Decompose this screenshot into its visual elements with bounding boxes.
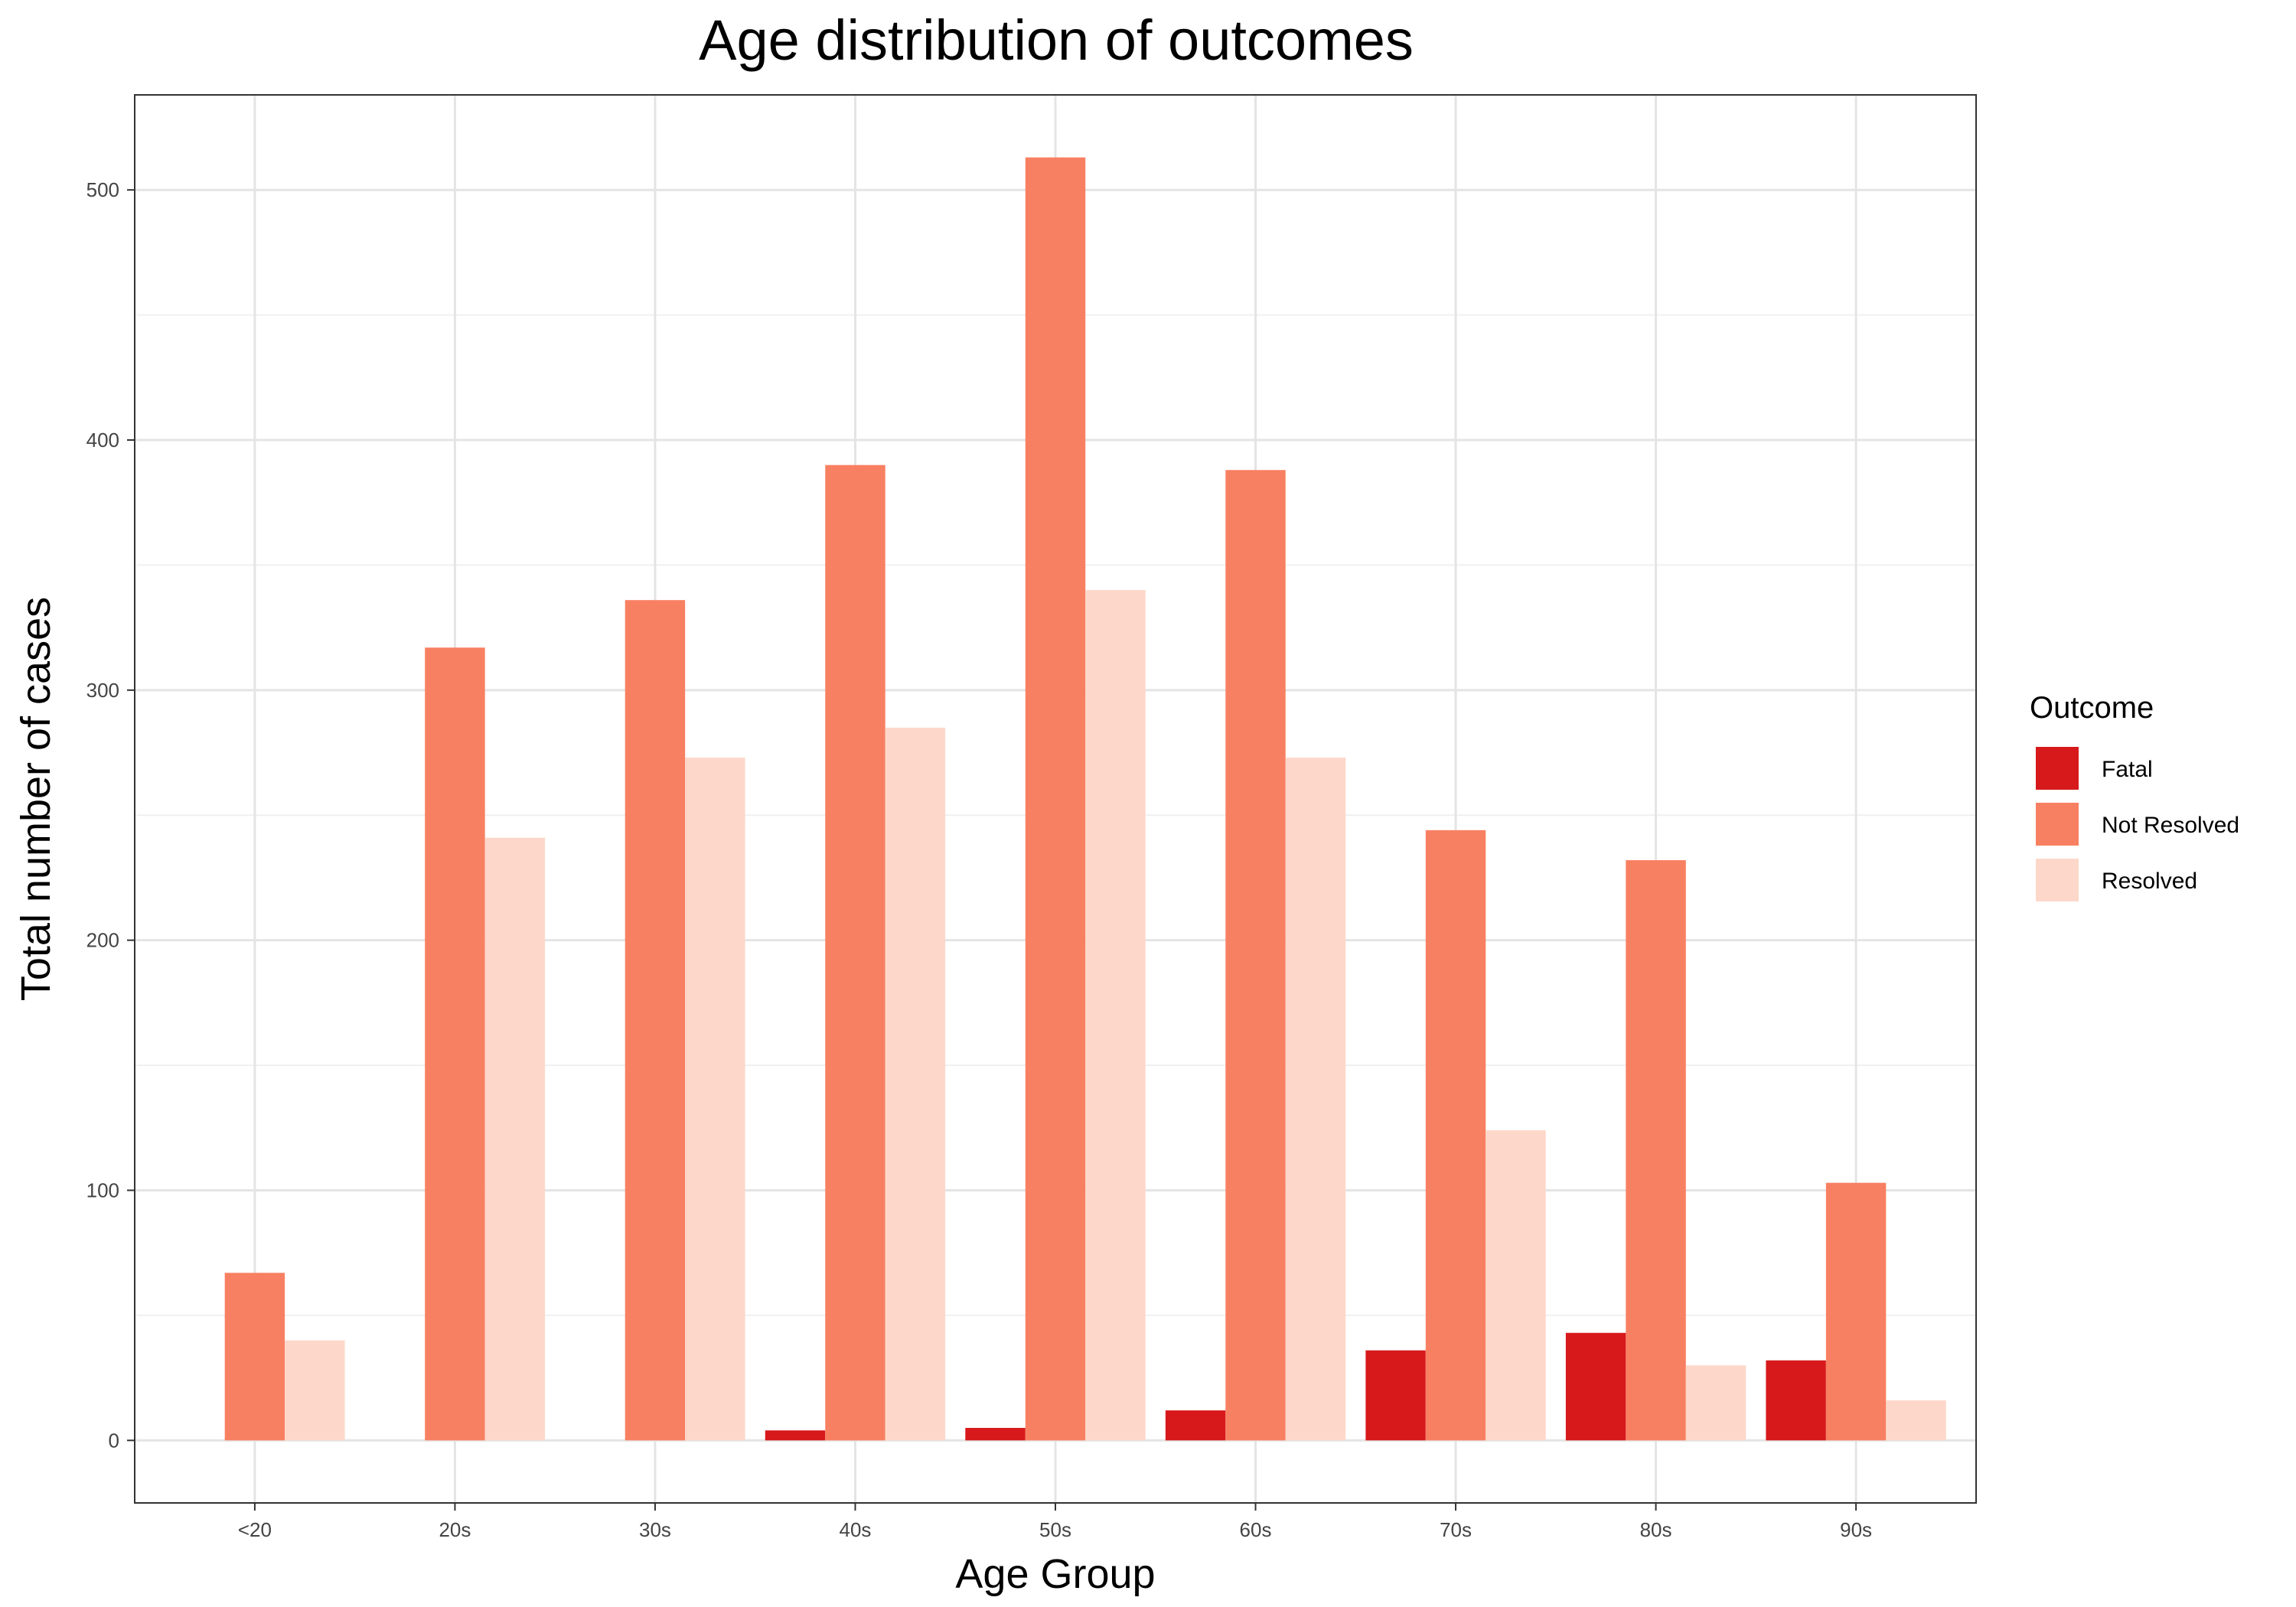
legend-label: Fatal bbox=[2102, 757, 2153, 782]
chart-title: Age distribution of outcomes bbox=[699, 8, 1414, 72]
y-axis: 0 100 200 300 400 500 bbox=[86, 178, 135, 1452]
bar bbox=[224, 1273, 285, 1441]
bar bbox=[825, 464, 885, 1441]
y-axis-title: Total number of cases bbox=[13, 597, 59, 1001]
x-axis-title: Age Group bbox=[955, 1551, 1155, 1597]
legend-label: Resolved bbox=[2102, 869, 2197, 894]
y-tick-label: 400 bbox=[86, 429, 119, 451]
bar bbox=[1425, 830, 1486, 1441]
x-tick-label: 90s bbox=[1840, 1518, 1872, 1541]
bar bbox=[1165, 1410, 1226, 1441]
bar bbox=[1085, 590, 1146, 1441]
bar bbox=[1825, 1182, 1887, 1441]
plot-area bbox=[134, 94, 1977, 1504]
x-tick-label: 20s bbox=[439, 1518, 471, 1541]
y-tick-label: 200 bbox=[86, 929, 119, 952]
bar bbox=[1565, 1332, 1626, 1441]
legend-swatch bbox=[2036, 803, 2079, 846]
y-tick-label: 0 bbox=[109, 1429, 119, 1452]
bar bbox=[965, 1427, 1026, 1441]
x-tick-label: 30s bbox=[639, 1518, 671, 1541]
bar bbox=[1225, 470, 1286, 1441]
bar bbox=[1626, 860, 1686, 1441]
bar bbox=[425, 647, 485, 1441]
x-tick-label: 80s bbox=[1640, 1518, 1672, 1541]
bar bbox=[885, 727, 946, 1441]
x-tick-label: 60s bbox=[1240, 1518, 1272, 1541]
bar bbox=[625, 600, 686, 1441]
legend-swatch bbox=[2036, 859, 2079, 901]
bar bbox=[685, 758, 745, 1441]
x-tick-label: <20 bbox=[238, 1518, 272, 1541]
bar bbox=[1025, 157, 1086, 1441]
bar bbox=[1766, 1360, 1826, 1441]
y-tick-label: 100 bbox=[86, 1178, 119, 1201]
bar bbox=[765, 1430, 826, 1441]
bar bbox=[1886, 1400, 1946, 1441]
bar bbox=[484, 837, 546, 1441]
bar bbox=[1685, 1365, 1746, 1441]
bars bbox=[224, 157, 1946, 1441]
y-tick-label: 300 bbox=[86, 679, 119, 702]
y-tick-label: 500 bbox=[86, 178, 119, 201]
bar bbox=[1486, 1130, 1546, 1441]
x-tick-label: 70s bbox=[1440, 1518, 1472, 1541]
legend-title: Outcome bbox=[2030, 691, 2154, 725]
bar bbox=[1285, 758, 1346, 1441]
legend-swatch bbox=[2036, 747, 2079, 790]
bar bbox=[1365, 1350, 1426, 1441]
x-axis: <20 20s 30s 40s 50s 60s 70s 80s 90s bbox=[238, 1503, 1872, 1541]
legend: Outcome Fatal Not Resolved Resolved bbox=[2030, 691, 2239, 901]
x-tick-label: 50s bbox=[1039, 1518, 1071, 1541]
bar bbox=[285, 1340, 345, 1441]
legend-label: Not Resolved bbox=[2102, 813, 2239, 838]
x-tick-label: 40s bbox=[840, 1518, 872, 1541]
legend-items: Fatal Not Resolved Resolved bbox=[2036, 747, 2239, 901]
